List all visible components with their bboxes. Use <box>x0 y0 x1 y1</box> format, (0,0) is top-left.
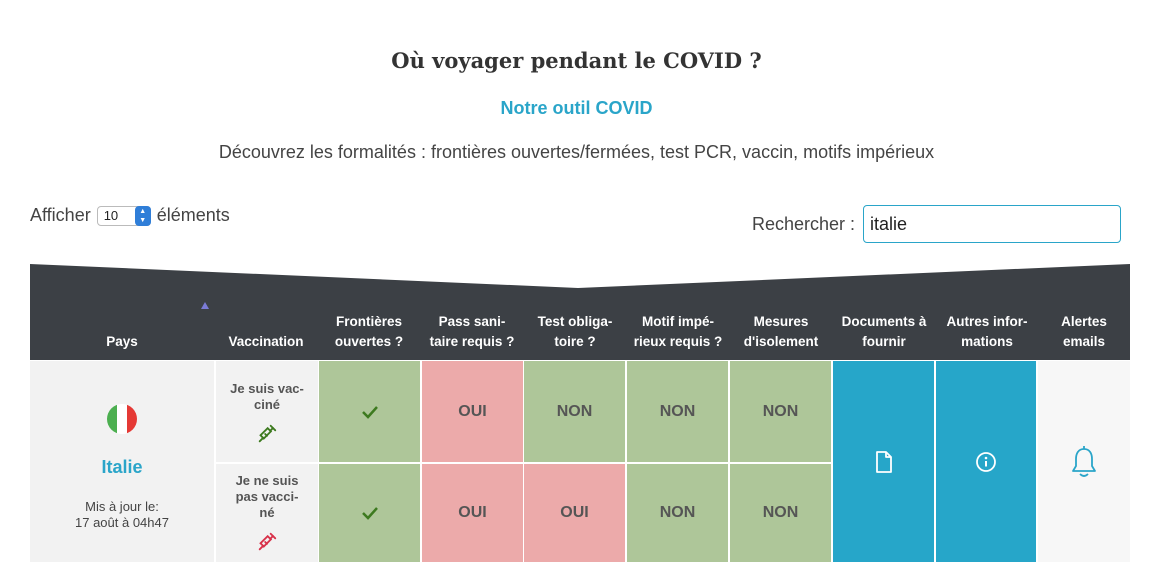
elements-label: éléments <box>156 205 230 225</box>
header-compelling-reason[interactable]: Motif impé-rieux requis ? <box>633 314 723 349</box>
vaccination-status-unvaccinated: Je ne suis pas vacci-né <box>216 464 318 562</box>
compelling-reason-row2: NON <box>627 464 728 562</box>
other-info-button[interactable] <box>936 361 1036 562</box>
header-health-pass[interactable]: Pass sani-taire requis ? <box>429 314 515 349</box>
table-header-background <box>30 264 1130 360</box>
health-pass-row2: OUI <box>422 464 523 562</box>
header-borders-open[interactable]: Frontières ouvertes ? <box>334 314 404 349</box>
spinner-icon: ▲ ▼ <box>134 205 151 226</box>
mandatory-test-row2: OUI <box>524 464 625 562</box>
compelling-reason-row1: NON <box>627 361 728 462</box>
info-icon <box>976 451 996 472</box>
country-cell: Italie Mis à jour le: 17 août à 04h47 <box>30 361 214 562</box>
country-name[interactable]: Italie <box>101 457 143 477</box>
isolation-row2: NON <box>730 464 831 562</box>
check-icon <box>361 507 378 520</box>
page-length-select[interactable]: 10 ▲ ▼ <box>96 205 151 226</box>
last-updated: Mis à jour le: 17 août à 04h47 <box>75 499 169 530</box>
search-label: Rechercher : <box>752 213 856 234</box>
page-length-value: 10 <box>103 207 119 223</box>
header-isolation[interactable]: Mesures d'isolement <box>743 314 819 349</box>
header-country[interactable]: Pays <box>106 334 138 349</box>
page-description: Découvrez les formalités : frontières ou… <box>218 142 935 162</box>
page-title: Où voyager pendant le COVID ? <box>391 48 762 73</box>
header-vaccination[interactable]: Vaccination <box>228 334 304 349</box>
check-icon <box>361 405 378 419</box>
documents-button[interactable] <box>833 361 934 562</box>
covid-tool-link[interactable]: Notre outil COVID <box>500 98 653 118</box>
syringe-icon <box>258 424 277 443</box>
search-control: Rechercher : <box>752 205 1122 243</box>
bell-icon[interactable] <box>1070 445 1098 479</box>
borders-open-check-row1 <box>319 361 420 462</box>
borders-open-check-row2 <box>319 464 420 562</box>
page-length-control: Afficher 10 ▲ ▼ éléments <box>30 205 230 226</box>
isolation-row1: NON <box>730 361 831 462</box>
header-other-info[interactable]: Autres infor-mations <box>946 314 1028 349</box>
search-input[interactable] <box>863 205 1122 243</box>
email-alert-cell <box>1038 361 1130 562</box>
vaccination-status-vaccinated: Je suis vac-ciné <box>216 361 318 462</box>
header-documents[interactable]: Documents à fournir <box>841 314 927 349</box>
header-email-alerts[interactable]: Alertes emails <box>1061 314 1107 349</box>
table-header: Pays Vaccination Frontières ouvertes ? Pa… <box>30 264 1130 360</box>
mandatory-test-row1: NON <box>524 361 625 462</box>
header-mandatory-test[interactable]: Test obliga-toire ? <box>537 314 613 349</box>
sort-ascending-icon[interactable] <box>201 302 209 309</box>
italy-flag-icon <box>107 404 137 434</box>
syringe-icon <box>258 532 277 551</box>
show-label: Afficher <box>30 205 91 225</box>
document-icon <box>875 450 892 473</box>
health-pass-row1: OUI <box>422 361 523 462</box>
